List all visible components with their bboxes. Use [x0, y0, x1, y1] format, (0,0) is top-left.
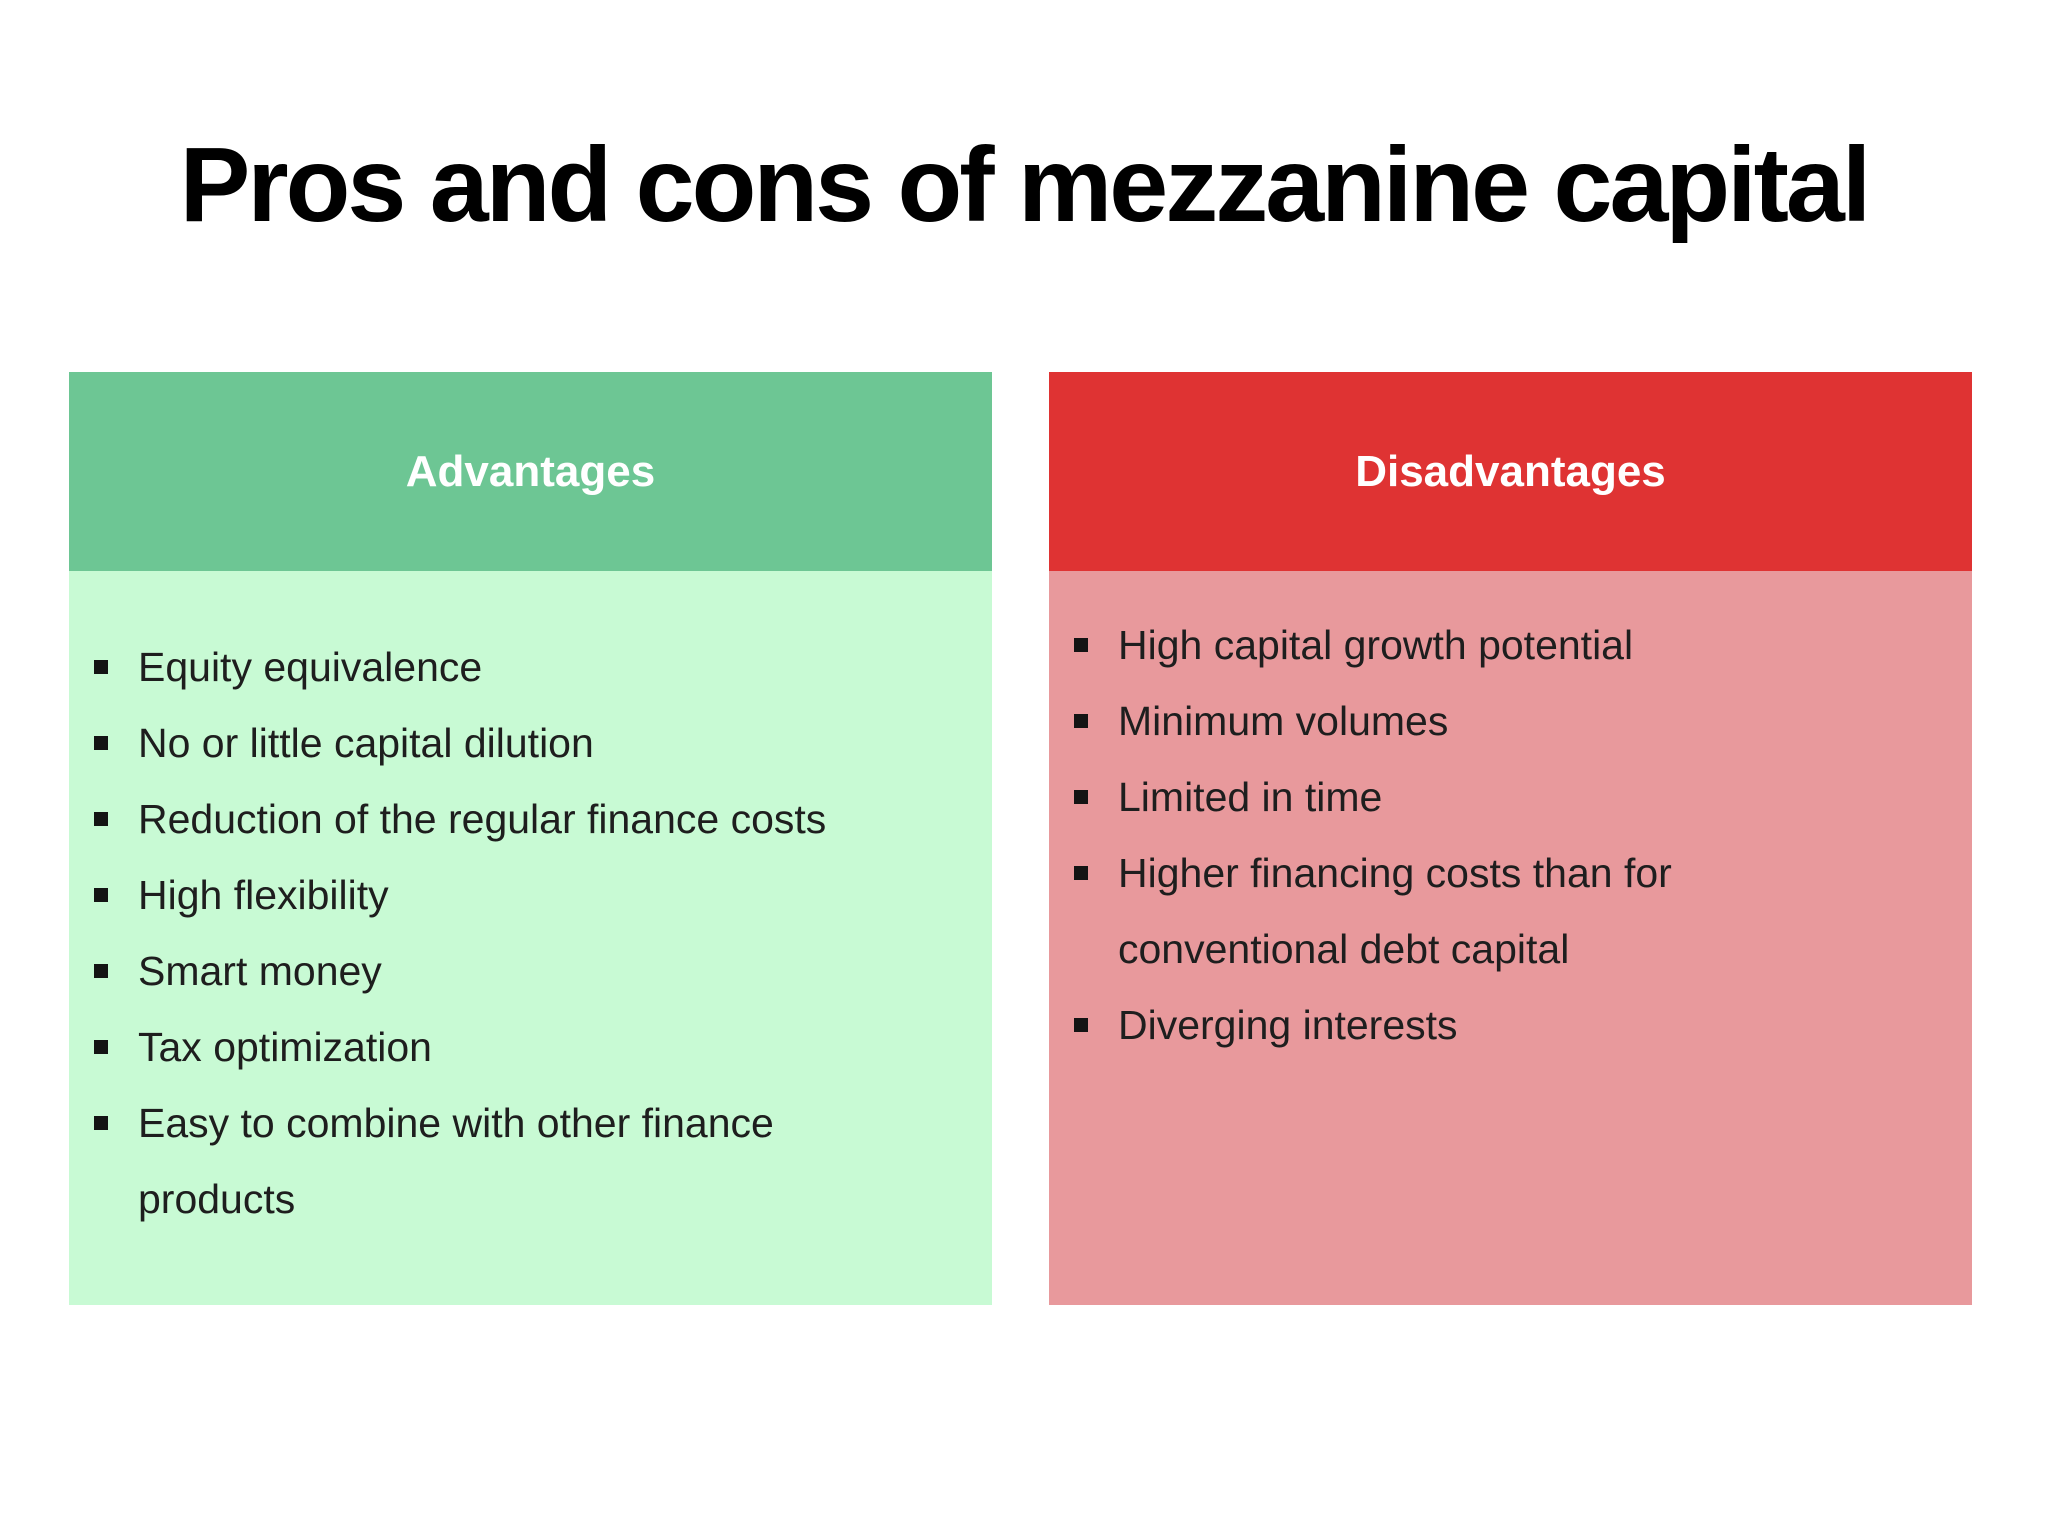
list-item-text: Reduction of the regular finance costs: [138, 796, 827, 842]
list-item: Equity equivalence: [69, 629, 928, 705]
slide-title: Pros and cons of mezzanine capital: [179, 126, 1872, 244]
list-item: High capital growth potential: [1049, 607, 1908, 683]
list-item: Reduction of the regular finance costs: [69, 781, 928, 857]
disadvantages-header-label: Disadvantages: [1355, 446, 1666, 496]
square-bullet-icon: [94, 964, 108, 978]
list-item-text: Tax optimization: [138, 1024, 432, 1070]
advantages-header-label: Advantages: [405, 446, 656, 496]
list-item-text: High capital growth potential: [1118, 622, 1634, 668]
list-item: Limited in time: [1049, 759, 1908, 835]
square-bullet-icon: [1074, 790, 1088, 804]
disadvantages-list: High capital growth potential Minimum vo…: [1049, 571, 1972, 1063]
disadvantages-body: High capital growth potential Minimum vo…: [1049, 571, 1972, 1305]
advantages-panel: Advantages Equity equivalence No or litt…: [69, 372, 992, 1305]
list-item-text: Minimum volumes: [1118, 698, 1449, 744]
square-bullet-icon: [94, 660, 108, 674]
list-item: No or little capital dilution: [69, 705, 928, 781]
list-item-text: High flexibility: [138, 872, 389, 918]
square-bullet-icon: [94, 736, 108, 750]
list-item: Higher financing costs than for conventi…: [1049, 835, 1908, 987]
square-bullet-icon: [94, 1116, 108, 1130]
list-item-text: Limited in time: [1118, 774, 1383, 820]
pros-cons-columns: Advantages Equity equivalence No or litt…: [69, 372, 1972, 1305]
disadvantages-header: Disadvantages: [1049, 372, 1972, 571]
square-bullet-icon: [94, 888, 108, 902]
list-item-text: Easy to combine with other finance produ…: [138, 1100, 774, 1222]
square-bullet-icon: [1074, 638, 1088, 652]
advantages-list: Equity equivalence No or little capital …: [69, 571, 992, 1237]
advantages-header: Advantages: [69, 372, 992, 571]
square-bullet-icon: [1074, 1018, 1088, 1032]
list-item: Tax optimization: [69, 1009, 928, 1085]
list-item: Diverging interests: [1049, 987, 1908, 1063]
list-item-text: Equity equivalence: [138, 644, 483, 690]
square-bullet-icon: [94, 1040, 108, 1054]
list-item-text: No or little capital dilution: [138, 720, 594, 766]
list-item-text: Higher financing costs than for conventi…: [1118, 850, 1672, 972]
list-item-text: Smart money: [138, 948, 382, 994]
advantages-body: Equity equivalence No or little capital …: [69, 571, 992, 1305]
square-bullet-icon: [94, 812, 108, 826]
list-item: High flexibility: [69, 857, 928, 933]
list-item: Easy to combine with other finance produ…: [69, 1085, 928, 1237]
square-bullet-icon: [1074, 714, 1088, 728]
square-bullet-icon: [1074, 866, 1088, 880]
disadvantages-panel: Disadvantages High capital growth potent…: [1049, 372, 1972, 1305]
list-item-text: Diverging interests: [1118, 1002, 1458, 1048]
list-item: Smart money: [69, 933, 928, 1009]
list-item: Minimum volumes: [1049, 683, 1908, 759]
